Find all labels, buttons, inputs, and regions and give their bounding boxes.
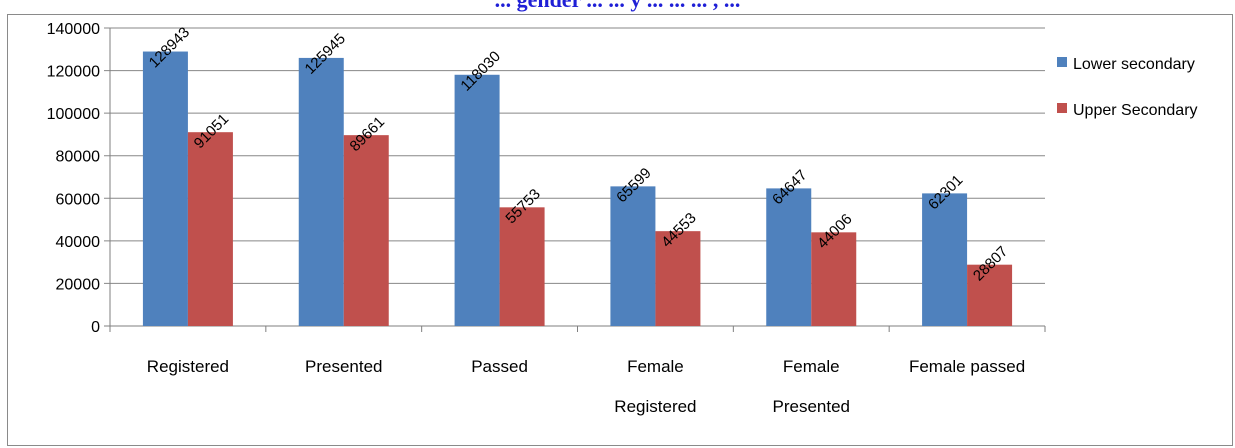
x-category-label: Presented bbox=[773, 397, 851, 416]
bar-lower-secondary bbox=[610, 186, 656, 326]
y-tick-label: 40000 bbox=[56, 234, 101, 251]
x-category-label: Female bbox=[627, 357, 684, 376]
y-tick-label: 100000 bbox=[47, 106, 100, 123]
chart-frame bbox=[7, 14, 1233, 446]
bar-lower-secondary bbox=[766, 188, 812, 326]
x-category-label: Registered bbox=[147, 357, 229, 376]
y-tick-label: 140000 bbox=[47, 21, 100, 38]
bar-lower-secondary bbox=[142, 51, 188, 326]
y-tick-label: 120000 bbox=[47, 64, 100, 81]
legend-swatch bbox=[1057, 57, 1067, 67]
bar-lower-secondary bbox=[922, 193, 968, 326]
bar-lower-secondary bbox=[298, 57, 344, 326]
x-category-label: Female bbox=[783, 357, 840, 376]
x-category-label: Presented bbox=[305, 357, 383, 376]
bar-upper-secondary bbox=[187, 132, 233, 326]
bar-upper-secondary bbox=[811, 232, 857, 326]
y-tick-label: 60000 bbox=[56, 191, 101, 208]
chart-title-strip: ... gender ... ... y ... ... ... , ... bbox=[0, 0, 1235, 14]
bar-upper-secondary bbox=[655, 231, 701, 326]
bar-lower-secondary bbox=[454, 74, 500, 327]
y-tick-label: 20000 bbox=[56, 276, 101, 293]
legend-label: Lower secondary bbox=[1073, 56, 1195, 73]
chart-title: ... gender ... ... y ... ... ... , ... bbox=[0, 0, 1235, 13]
legend-label: Upper Secondary bbox=[1073, 102, 1198, 119]
bar-upper-secondary bbox=[967, 264, 1013, 326]
x-category-label: Female passed bbox=[909, 357, 1025, 376]
y-tick-label: 80000 bbox=[56, 149, 101, 166]
legend-swatch bbox=[1057, 103, 1067, 113]
bar-upper-secondary bbox=[343, 135, 389, 326]
x-category-label: Passed bbox=[471, 357, 528, 376]
y-tick-label: 0 bbox=[91, 319, 100, 336]
bar-upper-secondary bbox=[499, 207, 545, 326]
x-category-label: Registered bbox=[614, 397, 696, 416]
